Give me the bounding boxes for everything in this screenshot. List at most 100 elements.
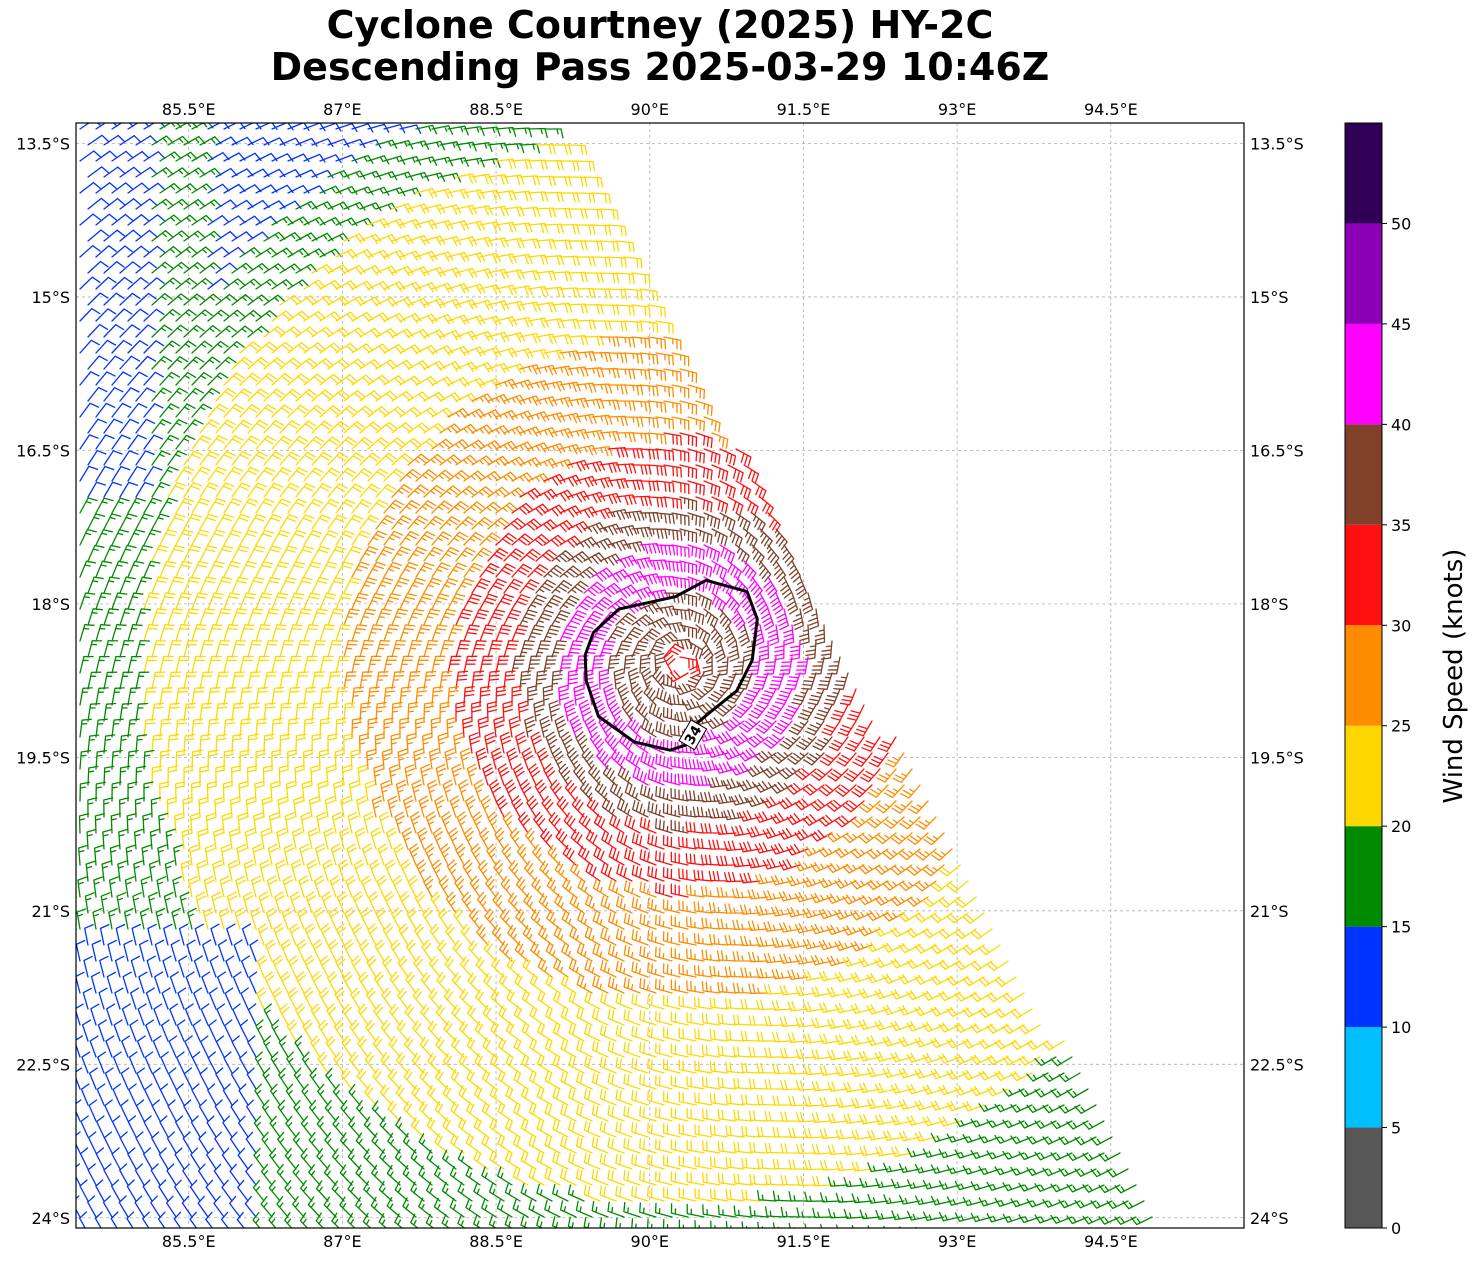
wind-barb [435,1036,449,1058]
wind-barb [763,921,785,932]
wind-barb [98,987,108,1010]
wind-barb [544,1167,561,1186]
wind-barb [818,877,841,889]
wind-barb [511,795,524,818]
wind-barb [111,1147,121,1170]
wind-barb [695,432,713,449]
wind-barb [303,310,326,322]
wind-barb [193,955,203,978]
wind-barb [127,1115,137,1138]
wind-barb [535,670,548,690]
wind-barb [379,1148,393,1170]
wind-barb [135,166,158,178]
wind-barb [826,924,849,936]
wind-barb [583,669,594,690]
wind-barb [316,811,327,834]
wind-barb [575,475,598,488]
wind-barb [567,366,589,377]
chart-title-line1: Cyclone Courtney (2025) HY-2C [326,3,994,47]
wind-barb [143,151,166,162]
wind-barb [567,397,589,409]
wind-barb [740,999,761,1010]
wind-barb [554,893,569,914]
wind-barb [583,1056,601,1074]
wind-barb [165,828,176,850]
wind-barb [214,1131,225,1154]
wind-barb [694,1187,713,1202]
wind-barb [293,796,304,818]
wind-barb [687,640,704,660]
wind-barb [127,1147,137,1170]
wind-barb [575,1168,593,1186]
wind-barb [242,891,254,914]
wind-barb [781,704,801,720]
wind-barb [367,717,379,738]
wind-barb [303,404,325,418]
wind-barb [391,297,414,308]
wind-barb [351,624,368,642]
wind-barb [81,1051,91,1074]
wind-barb [827,1113,849,1124]
wind-barb [527,685,538,706]
wind-barb [615,368,636,380]
wind-barb [276,1196,289,1218]
wind-barb [88,1099,98,1122]
wind-barb [394,1213,404,1228]
wind-barb [95,182,118,194]
wind-barb [421,732,433,754]
wind-barb [391,608,409,626]
wind-barb [544,1038,561,1058]
wind-barb [882,942,905,953]
wind-barb [655,544,676,556]
wind-barb [359,514,380,530]
wind-barb [407,546,427,562]
wind-barb [1010,1071,1033,1082]
wind-barb [543,594,564,610]
wind-barb [301,1051,313,1074]
wind-barb [834,815,857,828]
wind-barb [615,463,637,474]
wind-barb [939,864,961,877]
wind-barb [295,971,306,994]
wind-barb [252,843,263,866]
wind-barb [631,526,653,538]
wind-barb [850,848,873,859]
wind-barb [103,197,126,210]
wind-barb [709,1092,729,1106]
wind-barb [754,750,777,764]
wind-barb [159,340,181,354]
wind-barb [126,812,137,834]
wind-barb [182,1163,193,1186]
wind-barb [103,639,119,658]
wind-barb [906,864,929,876]
wind-barb [748,1142,769,1154]
wind-barb [250,907,261,930]
wind-barb [891,1210,913,1221]
wind-barb [543,473,566,486]
wind-barb [623,1009,641,1026]
wind-barb [426,1117,441,1138]
wind-barb [639,1170,657,1186]
wind-barb [786,907,809,918]
wind-barb [391,422,414,434]
wind-barb [87,229,109,242]
wind-barb [575,566,598,579]
wind-barb [820,1223,827,1228]
wind-barb [711,432,729,450]
wind-barb [279,1003,290,1026]
wind-barb [946,1038,969,1049]
wind-barb [263,294,286,306]
wind-barb [779,1048,801,1059]
wind-barb [108,907,118,930]
wind-barb [103,166,126,178]
wind-barb [431,686,444,706]
wind-barb [359,170,382,180]
wind-barb [87,166,110,178]
wind-barb [126,1179,137,1202]
wind-barb [303,498,324,514]
wind-barb [559,535,582,548]
wind-barb [779,656,793,675]
wind-barb [615,960,633,978]
wind-barb [343,939,354,962]
wind-barb [528,1102,545,1122]
